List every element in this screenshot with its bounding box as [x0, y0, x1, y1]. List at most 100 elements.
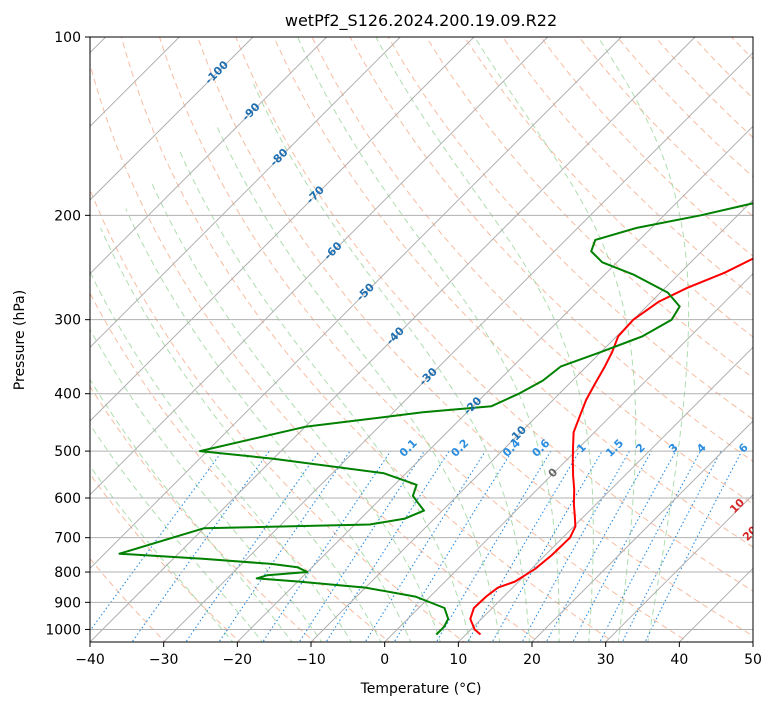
x-tick-label: 20	[523, 652, 541, 668]
mixing-ratio-line	[572, 450, 677, 642]
mixing-ratio-line	[298, 450, 425, 642]
mixing-ratio-line	[621, 450, 722, 642]
moist-adiabat	[90, 270, 352, 642]
isotherm	[678, 567, 753, 642]
mixing-ratio-line	[90, 450, 223, 632]
mixing-ratio-line	[131, 450, 270, 642]
isotherm	[90, 37, 254, 201]
temperature-profile	[469, 257, 753, 636]
dry-adiabat	[90, 292, 391, 642]
moist-adiabat	[178, 149, 471, 642]
moist-adiabat	[215, 123, 501, 642]
isotherm	[90, 37, 475, 422]
x-tick-label: −20	[223, 652, 253, 668]
mixing-ratio-line	[185, 450, 320, 642]
moist-adiabat	[375, 37, 594, 642]
theta-e-label: 40	[765, 583, 775, 603]
y-tick-label: 500	[54, 444, 81, 460]
moist-adiabat	[100, 227, 382, 642]
isotherm	[90, 37, 401, 349]
dry-adiabat	[578, 37, 753, 218]
mixing-ratio-line	[435, 450, 552, 642]
dry-adiabat	[158, 37, 690, 642]
line-labels: -100-90-80-70-60-50-40-30-20-1000.1 0.2 0.…	[202, 58, 775, 603]
dry-adiabat	[90, 473, 241, 642]
isotherm	[90, 37, 622, 570]
x-tick-label: 40	[670, 652, 688, 668]
dry-adiabat	[90, 385, 316, 642]
y-tick-label: 600	[54, 491, 81, 507]
moist-adiabat	[90, 328, 323, 642]
dry-adiabat	[757, 24, 775, 645]
y-axis-ticks: 1000 900 800 700 600 500 400 300 200 100	[45, 30, 90, 638]
x-tick-label: 50	[744, 652, 762, 668]
y-tick-label: 1000	[45, 622, 81, 638]
y-tick-label: 400	[54, 387, 81, 403]
mixing-ratio-line	[393, 450, 513, 642]
mixing-ratio-label: 6	[736, 441, 751, 456]
dry-adiabat	[90, 62, 540, 642]
plot-frame	[89, 36, 754, 643]
isotherms	[90, 37, 753, 642]
x-tick-label: 0	[380, 652, 389, 668]
isotherm	[457, 346, 753, 642]
dry-adiabat	[730, 37, 753, 60]
isotherm	[236, 125, 753, 642]
dry-adiabat	[311, 37, 753, 505]
dry-adiabat	[502, 37, 753, 298]
dewpoint-profile	[118, 202, 753, 636]
mixing-ratio-label: 1.5	[603, 437, 626, 460]
mixing-ratio-label: 4	[694, 441, 709, 456]
isotherm-label: -80	[267, 146, 290, 169]
dry-adiabat	[425, 37, 753, 379]
mixing-ratio-label: 1	[574, 441, 589, 456]
x-tick-label: −10	[296, 652, 326, 668]
moist-adiabat	[125, 208, 412, 642]
x-tick-label: −30	[149, 652, 179, 668]
pressure-gridlines	[90, 37, 753, 630]
y-tick-label: 700	[54, 531, 81, 547]
y-tick-label: 300	[54, 313, 81, 329]
mixing-ratio-label: 0.2	[448, 437, 471, 460]
mixing-ratio-lines	[90, 450, 743, 642]
mixing-ratio-label: 8	[762, 441, 775, 456]
dry-adiabat	[349, 37, 753, 462]
moist-adiabat	[90, 465, 234, 642]
moist-adiabat	[90, 378, 293, 642]
dry-adiabat	[273, 37, 753, 548]
theta-e-label: 30	[752, 552, 772, 572]
mixing-ratio-line	[644, 450, 743, 642]
isotherm	[384, 272, 753, 642]
x-tick-label: −40	[75, 652, 105, 668]
isotherm	[90, 37, 328, 275]
moist-adiabat	[150, 180, 441, 642]
y-tick-label: 200	[54, 208, 81, 224]
dry-adiabat	[692, 37, 753, 99]
isotherm	[531, 420, 753, 642]
mixing-ratio-line	[364, 450, 486, 642]
mixing-ratio-line	[466, 450, 580, 642]
y-axis-label: Pressure (hPa)	[12, 290, 28, 390]
plot-area: -100-90-80-70-60-50-40-30-20-1000.1 0.2 0.…	[90, 24, 775, 645]
x-tick-label: 10	[449, 652, 467, 668]
mixing-ratio-line	[599, 450, 701, 642]
dry-adiabat	[197, 37, 753, 637]
theta-e-label: 10	[727, 496, 747, 516]
moist-adiabat	[597, 37, 690, 642]
mixing-ratio-label: 0.6	[529, 436, 552, 459]
dry-adiabat	[387, 37, 753, 420]
dry-adiabat	[463, 37, 753, 338]
mixing-ratio-label: 0.1	[397, 437, 420, 460]
chart-title: wetPf2_S126.2024.200.19.09.R22	[285, 11, 557, 31]
isotherm	[310, 199, 753, 642]
moist-adiabat	[253, 83, 530, 642]
dry-adiabat	[540, 37, 753, 257]
isotherm	[605, 493, 753, 642]
sounding-profiles	[118, 202, 753, 636]
y-tick-label: 900	[54, 595, 81, 611]
isotherm-label: -20	[461, 394, 484, 417]
mixing-ratio-line	[325, 450, 450, 642]
y-tick-label: 800	[54, 565, 81, 581]
x-tick-label: 30	[597, 652, 615, 668]
